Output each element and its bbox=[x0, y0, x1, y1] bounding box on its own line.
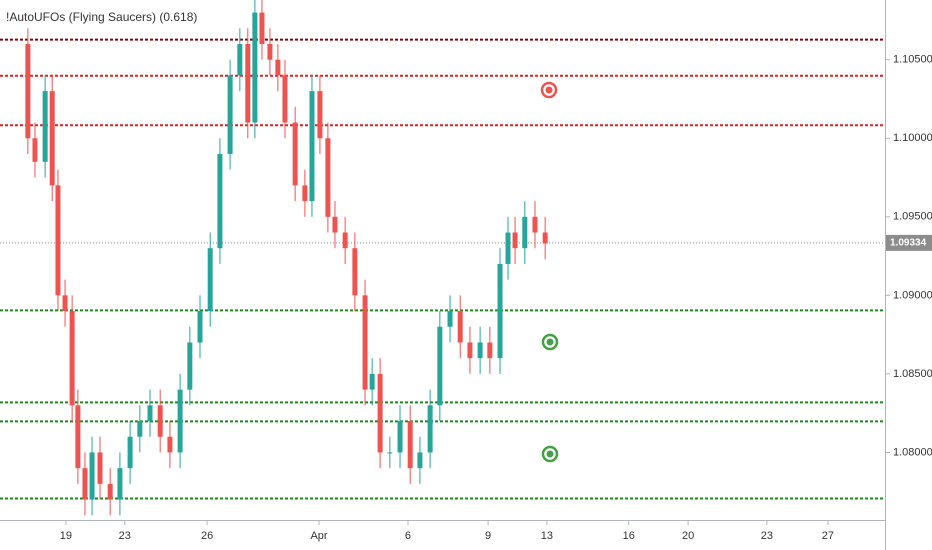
candle-body bbox=[275, 59, 281, 76]
candle-body bbox=[227, 75, 233, 154]
y-tick-label: 1.09000 bbox=[893, 289, 932, 301]
candle-body bbox=[137, 421, 143, 437]
candle-body bbox=[197, 311, 203, 343]
candle-body bbox=[477, 342, 483, 359]
x-tick-label: 20 bbox=[682, 530, 694, 542]
candle-body bbox=[532, 216, 538, 233]
candle-body bbox=[82, 468, 88, 500]
last-price-label: 1.09334 bbox=[890, 238, 927, 249]
candle-body bbox=[387, 452, 393, 454]
candle-body bbox=[69, 311, 75, 406]
candle-body bbox=[397, 421, 403, 453]
candle-body bbox=[417, 452, 423, 469]
candle-body bbox=[237, 43, 243, 76]
candle-body bbox=[75, 405, 81, 469]
x-tick-label: 6 bbox=[405, 530, 411, 542]
candle-body bbox=[89, 452, 95, 500]
candle-body bbox=[427, 405, 433, 453]
candle-body bbox=[207, 248, 213, 312]
candle-body bbox=[447, 311, 453, 327]
candle-body bbox=[167, 436, 173, 453]
candle-body bbox=[267, 43, 273, 60]
candle-body bbox=[309, 91, 315, 202]
candle-body bbox=[325, 138, 331, 217]
candle-body bbox=[32, 138, 38, 162]
candle-body bbox=[157, 405, 163, 437]
candle-body bbox=[147, 405, 153, 422]
candle-body bbox=[282, 75, 288, 123]
candle-body bbox=[97, 452, 103, 484]
x-tick-label: Apr bbox=[310, 530, 327, 542]
candle-body bbox=[505, 232, 511, 264]
y-tick-label: 1.10500 bbox=[893, 54, 932, 66]
x-tick-label: 23 bbox=[119, 530, 131, 542]
candle-body bbox=[245, 43, 251, 123]
candle-body bbox=[487, 342, 493, 359]
candle-body bbox=[542, 232, 548, 244]
candle-body bbox=[107, 483, 113, 500]
signal-green bbox=[541, 333, 559, 351]
candle-body bbox=[467, 342, 473, 359]
candle-body bbox=[362, 295, 368, 390]
plot-area bbox=[0, 0, 885, 516]
x-tick-label: 13 bbox=[541, 530, 553, 542]
candle-body bbox=[342, 232, 348, 249]
y-tick-label: 1.09500 bbox=[893, 211, 932, 223]
candle-body bbox=[252, 12, 258, 123]
candle-body bbox=[292, 122, 298, 186]
candle-body bbox=[437, 326, 443, 406]
candle-body bbox=[127, 436, 133, 469]
candle-body bbox=[55, 185, 61, 296]
candle-body bbox=[512, 232, 518, 249]
x-tick-label: 9 bbox=[485, 530, 491, 542]
x-tick-label: 27 bbox=[822, 530, 834, 542]
candle-body bbox=[302, 185, 308, 202]
candle-body bbox=[352, 248, 358, 296]
last-price-badge bbox=[886, 234, 932, 251]
candle-body bbox=[317, 91, 323, 139]
candle-body bbox=[25, 43, 31, 139]
candle-body bbox=[369, 373, 375, 390]
candle-body bbox=[407, 421, 413, 469]
x-tick-label: 26 bbox=[201, 530, 213, 542]
candle-body bbox=[42, 91, 48, 162]
candle-body bbox=[187, 342, 193, 390]
candle-body bbox=[522, 216, 528, 249]
signal-green bbox=[541, 445, 559, 463]
candle-body bbox=[377, 373, 383, 453]
candle-body bbox=[217, 153, 223, 249]
x-tick-label: 16 bbox=[623, 530, 635, 542]
candle-body bbox=[497, 263, 503, 359]
x-tick-label: 19 bbox=[60, 530, 72, 542]
x-tick-label: 23 bbox=[761, 530, 773, 542]
y-tick-label: 1.08000 bbox=[893, 446, 932, 458]
y-tick-label: 1.10000 bbox=[893, 132, 932, 144]
candle-body bbox=[332, 216, 338, 233]
signal-red bbox=[540, 81, 558, 99]
candle-body bbox=[49, 91, 55, 186]
candle-body bbox=[177, 389, 183, 453]
candle-body bbox=[457, 311, 463, 343]
indicator-title: !AutoUFOs (Flying Saucers) (0.618) bbox=[6, 10, 197, 24]
candle-body bbox=[117, 468, 123, 500]
candle-body bbox=[259, 12, 265, 44]
y-tick-label: 1.08500 bbox=[893, 368, 932, 380]
candle-body bbox=[62, 295, 68, 312]
